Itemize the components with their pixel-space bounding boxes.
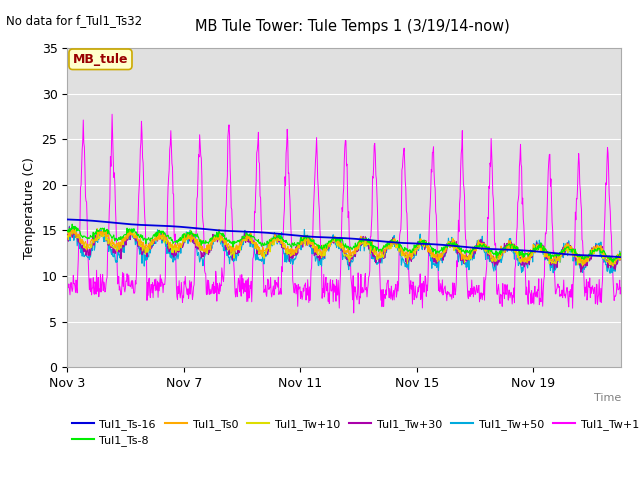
Text: MB Tule Tower: Tule Temps 1 (3/19/14-now): MB Tule Tower: Tule Temps 1 (3/19/14-now… bbox=[195, 19, 509, 34]
Text: Time: Time bbox=[593, 393, 621, 403]
Y-axis label: Temperature (C): Temperature (C) bbox=[23, 156, 36, 259]
Text: MB_tule: MB_tule bbox=[73, 53, 128, 66]
Legend: Tul1_Ts-16, Tul1_Ts-8, Tul1_Ts0, Tul1_Tw+10, Tul1_Tw+30, Tul1_Tw+50, Tul1_Tw+100: Tul1_Ts-16, Tul1_Ts-8, Tul1_Ts0, Tul1_Tw… bbox=[67, 414, 640, 451]
Text: No data for f_Tul1_Ts32: No data for f_Tul1_Ts32 bbox=[6, 14, 143, 27]
